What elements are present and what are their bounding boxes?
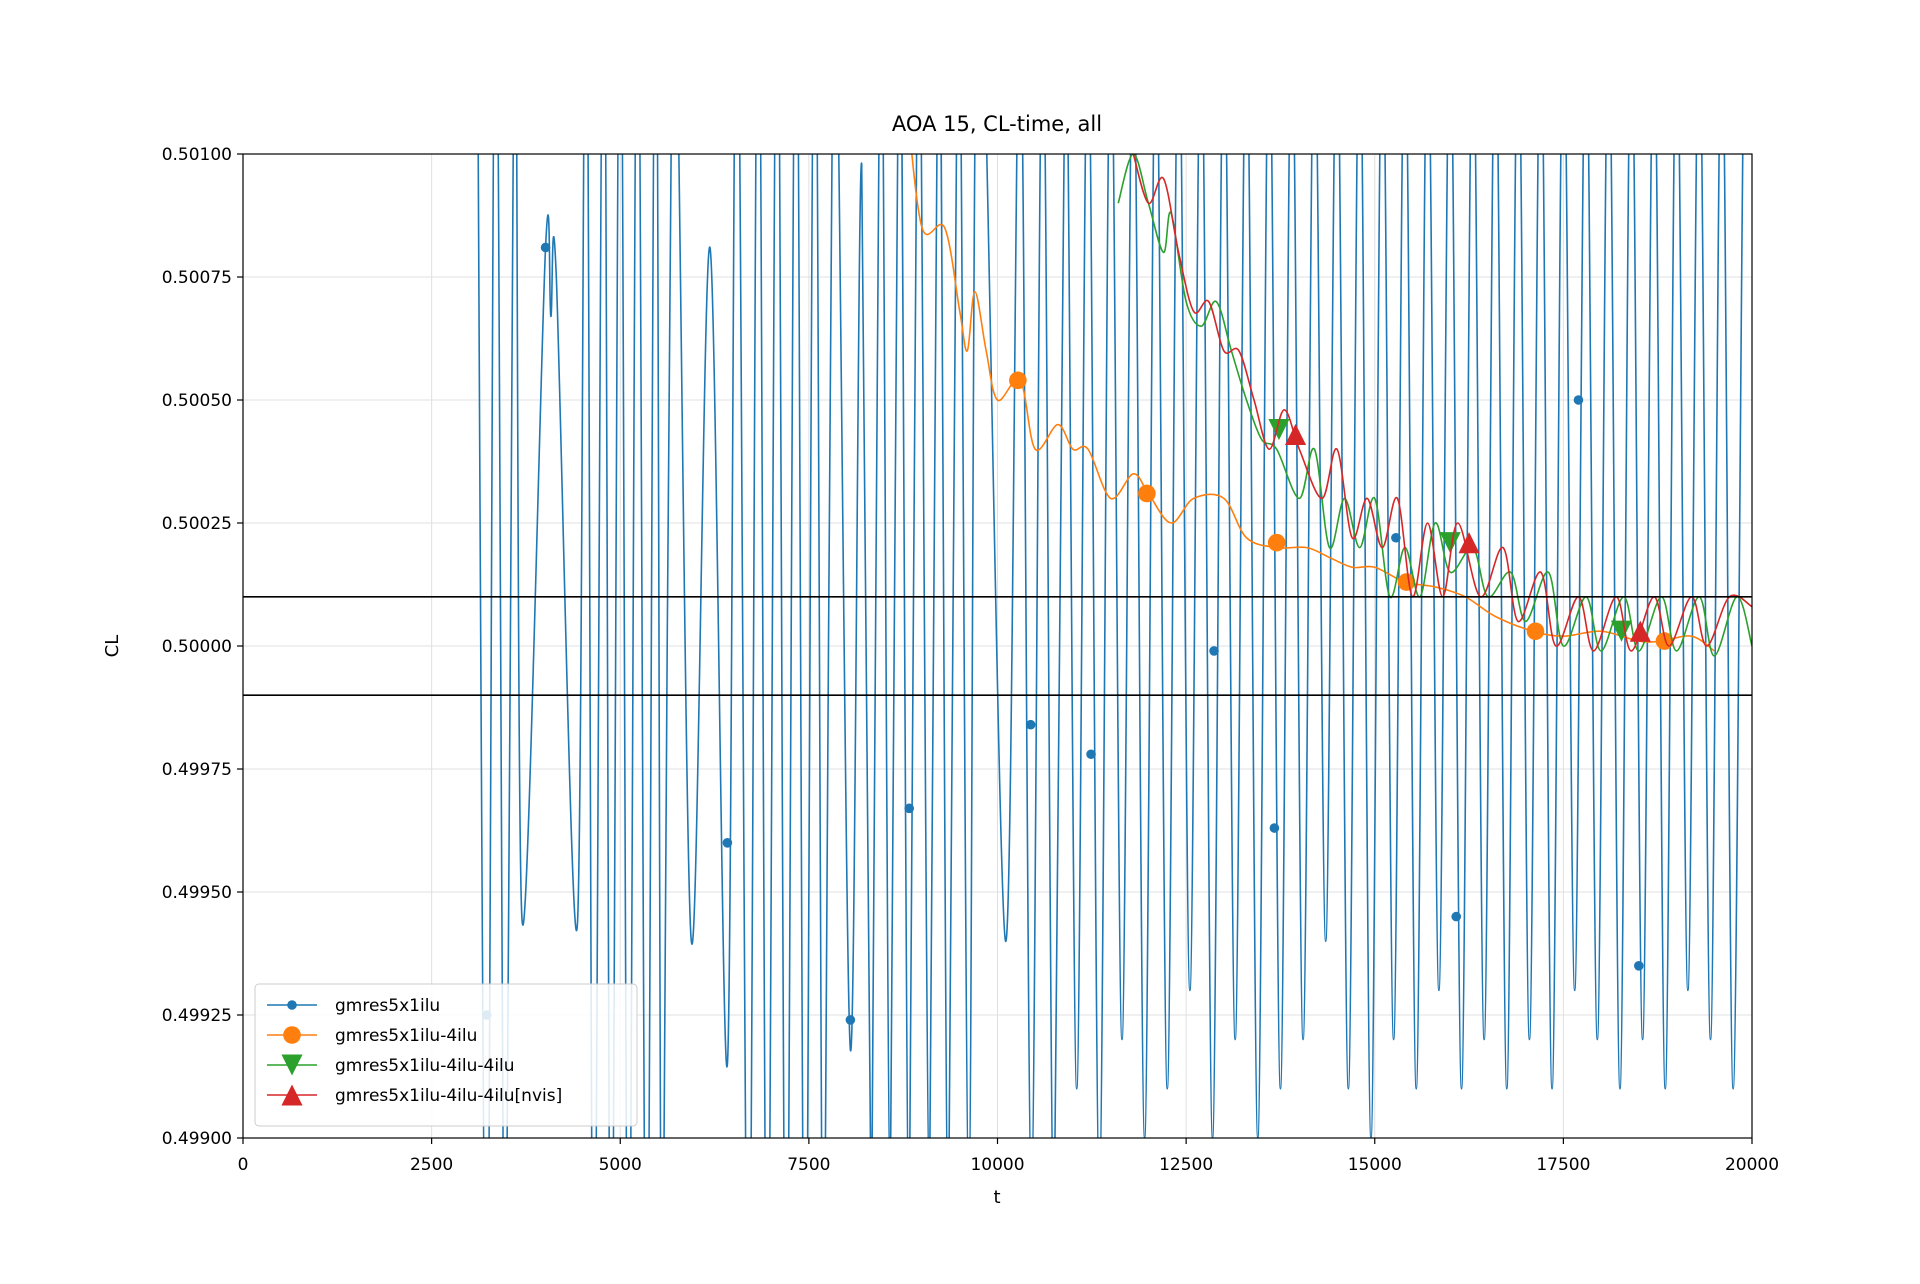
x-axis-label: t	[993, 1187, 1000, 1208]
y-tick-label: 0.49975	[162, 760, 232, 780]
x-tick-label: 2500	[410, 1155, 453, 1175]
marker	[1610, 620, 1633, 642]
marker	[1391, 532, 1401, 543]
legend: gmres5x1ilu gmres5x1ilu-4ilu gmres5x1ilu-4…	[254, 983, 638, 1127]
marker	[281, 1054, 303, 1076]
marker	[1268, 418, 1290, 441]
y-axis-label: CL	[102, 635, 123, 658]
legend-box	[254, 983, 638, 1127]
marker	[1025, 719, 1036, 730]
marker	[1267, 533, 1286, 552]
axes: 0 2500 5000 7500 10000 12500 15000 17500 20000 0.…	[162, 145, 1779, 1175]
marker	[904, 803, 915, 814]
y-tick-label: 0.50000	[162, 637, 232, 657]
x-tick-label: 12500	[1159, 1155, 1213, 1175]
marker	[1458, 532, 1480, 554]
marker	[1439, 532, 1461, 554]
x-tick-label: 20000	[1725, 1155, 1779, 1175]
marker	[722, 838, 733, 848]
marker	[1397, 573, 1416, 591]
marker	[1634, 961, 1644, 971]
legend-label: gmres5x1ilu	[335, 996, 440, 1016]
marker	[1138, 484, 1156, 503]
marker	[1269, 823, 1280, 833]
marker	[1526, 622, 1545, 641]
marker	[1284, 423, 1307, 445]
marker	[845, 1015, 856, 1025]
x-tick-label: 10000	[970, 1155, 1024, 1175]
axes-frame	[242, 153, 1753, 1139]
y-tick-label: 0.50025	[162, 514, 232, 534]
marker	[540, 242, 551, 253]
chart-title: AOA 15, CL-time, all	[892, 112, 1102, 136]
marker	[1629, 620, 1651, 642]
legend-label: gmres5x1ilu-4ilu-4ilu	[335, 1056, 515, 1076]
y-tick-label: 0.50075	[162, 268, 232, 288]
y-tick-label: 0.49925	[162, 1006, 232, 1026]
marker	[1573, 395, 1584, 405]
marker	[283, 1026, 301, 1044]
x-tick-label: 15000	[1348, 1155, 1402, 1175]
marker	[1209, 646, 1219, 656]
legend-label: gmres5x1ilu-4ilu-4ilu[nvis]	[335, 1086, 562, 1106]
x-tick-label: 0	[238, 1155, 249, 1175]
y-tick-label: 0.49900	[162, 1129, 232, 1149]
x-tick-label: 5000	[599, 1155, 642, 1175]
series-line	[1132, 154, 1752, 652]
marker	[281, 1084, 303, 1106]
marker	[1009, 371, 1027, 390]
x-tick-label: 7500	[787, 1155, 830, 1175]
legend-label: gmres5x1ilu-4ilu	[335, 1026, 477, 1046]
series-line	[477, 154, 1744, 1138]
y-tick-label: 0.50100	[162, 145, 232, 165]
marker	[1451, 911, 1462, 922]
x-tick-label: 17500	[1536, 1155, 1590, 1175]
y-tick-label: 0.50050	[162, 391, 232, 411]
marker	[1086, 749, 1096, 760]
y-tick-label: 0.49950	[162, 883, 232, 903]
marker	[287, 1000, 297, 1010]
